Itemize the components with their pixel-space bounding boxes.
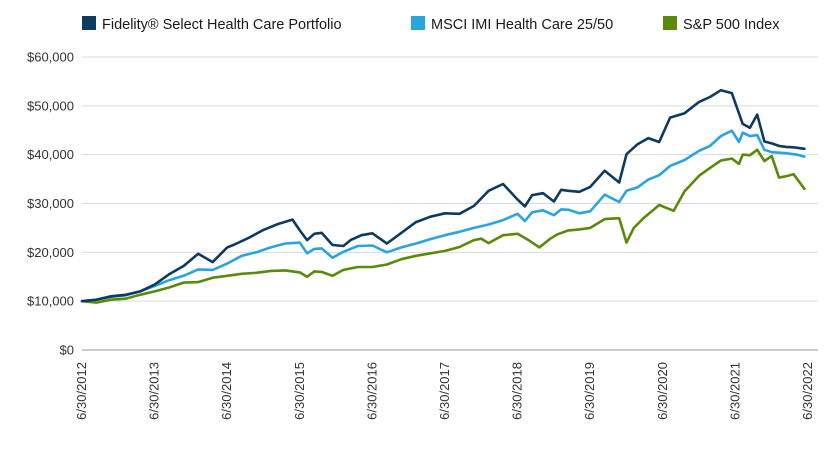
x-tick-label: 6/30/2014 — [219, 362, 234, 420]
x-tick-label: 6/30/2017 — [437, 362, 452, 420]
x-axis: 6/30/2012 6/30/2013 6/30/2014 6/30/2015 6/30… — [74, 362, 815, 420]
x-tick-label: 6/30/2013 — [147, 362, 162, 420]
legend-label: MSCI IMI Health Care 25/50 — [431, 17, 613, 33]
legend-label: Fidelity® Select Health Care Portfolio — [102, 17, 342, 33]
series-lines — [80, 88, 806, 304]
legend: Fidelity® Select Health Care Portfolio MS… — [82, 16, 780, 33]
y-tick-label: $40,000 — [27, 147, 74, 162]
y-tick-label: $20,000 — [27, 245, 74, 260]
y-tick-label: $50,000 — [27, 98, 74, 113]
x-tick-label: 6/30/2021 — [727, 362, 742, 420]
y-tick-label: $0 — [60, 343, 74, 358]
y-tick-label: $60,000 — [27, 50, 74, 65]
series-line-3 — [80, 148, 806, 304]
series-line-2 — [80, 129, 806, 303]
gridlines — [82, 56, 818, 351]
legend-swatch — [663, 16, 677, 30]
y-tick-label: $30,000 — [27, 196, 74, 211]
x-tick-label: 6/30/2022 — [800, 362, 815, 420]
x-tick-label: 6/30/2018 — [510, 362, 525, 420]
legend-label: S&P 500 Index — [683, 17, 780, 33]
x-tick-label: 6/30/2015 — [292, 362, 307, 420]
x-tick-label: 6/30/2020 — [655, 362, 670, 420]
x-tick-label: 6/30/2012 — [74, 362, 89, 420]
legend-swatch — [82, 16, 96, 30]
y-axis: $0 $10,000 $20,000 $30,000 $40,000 $50,000 $60… — [27, 50, 74, 358]
y-tick-label: $10,000 — [27, 294, 74, 309]
legend-swatch — [411, 16, 425, 30]
series-line-1 — [80, 88, 806, 303]
x-tick-label: 6/30/2019 — [582, 362, 597, 420]
x-tick-label: 6/30/2016 — [364, 362, 379, 420]
